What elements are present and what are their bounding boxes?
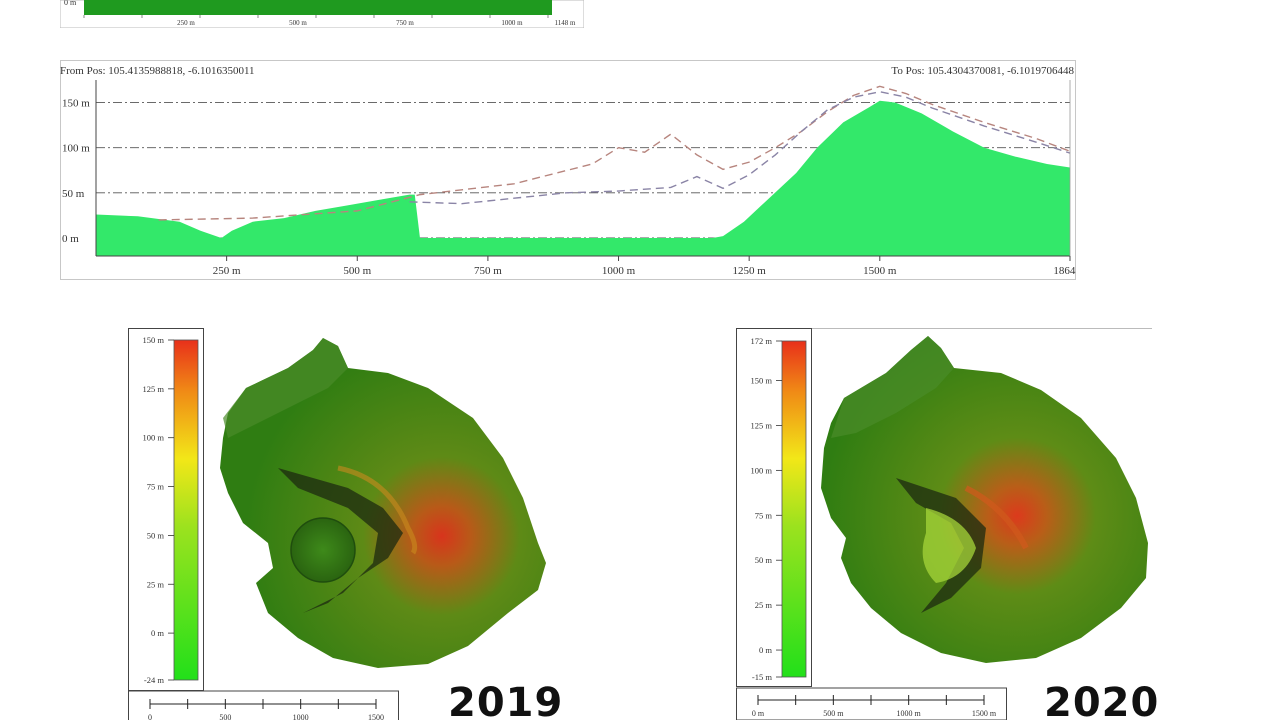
y-tick-label: 150 m <box>62 98 90 110</box>
colorbar-tick-label: -24 m <box>144 675 164 685</box>
to-pos-label: To Pos: 105.4304370081, -6.1019706448 <box>891 65 1074 77</box>
x-tick-label: 1864 m <box>1053 265 1076 277</box>
map-panel-2020: 172 m 150 m 125 m 100 m 75 m 50 m 25 m 0 m -15 m… <box>736 328 1152 721</box>
scale-bar-label: 0 <box>148 713 152 720</box>
colorbar-tick-label: 100 m <box>751 465 773 475</box>
x-tick-label: 500 m <box>343 265 371 277</box>
scale-bar-label: 1500 m <box>972 709 997 718</box>
scale-bar-label: 0 m <box>752 709 765 718</box>
from-pos-label: From Pos: 105.4135988818, -6.1016350011 <box>60 65 255 77</box>
x-tick-label: 250 m <box>213 265 241 277</box>
colorbar-tick-label: 50 m <box>147 530 165 540</box>
x-tick-label: 1250 m <box>733 265 767 277</box>
colorbar-tick-label: 50 m <box>755 555 773 565</box>
y-tick-label: 100 m <box>62 143 90 155</box>
colorbar-tick-label: 0 m <box>151 628 164 638</box>
colorbar-tick-label: 25 m <box>147 579 165 589</box>
map-2019: 150 m 125 m 100 m 75 m 50 m 25 m 0 m -24 m 0 500… <box>128 328 546 722</box>
scale-bar-label: 1500 <box>368 713 384 720</box>
colorbar-tick-label: 75 m <box>147 482 165 492</box>
year-label-2020: 2020 <box>1044 680 1160 726</box>
map-panel-2019: 150 m 125 m 100 m 75 m 50 m 25 m 0 m -24 m 0 500… <box>128 328 548 722</box>
crater-shadow-2020 <box>896 478 986 613</box>
scale-bar-label: 1000 <box>293 713 309 720</box>
top-x-tick-label: 1148 m <box>555 19 576 27</box>
island-2019 <box>220 338 546 668</box>
year-label-2019: 2019 <box>448 680 564 726</box>
top-x-tick-label: 250 m <box>177 19 195 27</box>
colorbar-2019 <box>173 339 199 681</box>
scale-bar-label: 1000 m <box>897 709 922 718</box>
scale-bar-label: 500 m <box>823 709 844 718</box>
map-2020: 172 m 150 m 125 m 100 m 75 m 50 m 25 m 0 m -15 m… <box>736 328 1152 721</box>
top-y-tick: 0 m <box>64 0 77 7</box>
scale-bar-label: 500 <box>219 713 231 720</box>
x-tick-label: 1000 m <box>602 265 636 277</box>
ridge-highlight-2019 <box>337 465 418 555</box>
top-x-tick-label: 750 m <box>396 19 414 27</box>
colorbar-tick-label: 150 m <box>751 376 773 386</box>
y-tick-label: 0 m <box>62 233 79 245</box>
top-profile-area <box>84 0 552 15</box>
x-tick-label: 1500 m <box>863 265 897 277</box>
x-tick-label: 750 m <box>474 265 502 277</box>
colorbar-2020 <box>781 340 807 678</box>
colorbar-tick-label: 125 m <box>751 420 773 430</box>
colorbar-tick-label: 172 m <box>751 336 773 346</box>
crater-2019 <box>290 517 356 583</box>
crater-shadow-2019 <box>278 468 403 613</box>
ridge-highlight-2020 <box>964 485 1029 550</box>
profile-line-1 <box>158 85 1071 221</box>
y-tick-label: 50 m <box>62 188 85 200</box>
colorbar-tick-label: 25 m <box>755 600 773 610</box>
north-ridge-2019 <box>223 338 348 438</box>
colorbar-tick-label: 150 m <box>143 335 165 345</box>
colorbar-tick-label: 100 m <box>143 433 165 443</box>
colorbar-tick-label: 0 m <box>759 645 772 655</box>
north-ridge-2020 <box>831 336 954 438</box>
top-elevation-profile: 0 m 250 m 500 m 750 m 1000 m 1148 m <box>60 0 584 28</box>
top-x-tick-label: 500 m <box>289 19 307 27</box>
colorbar-tick-label: 75 m <box>755 510 773 520</box>
terrain-area <box>96 100 1070 256</box>
colorbar-tick-label: 125 m <box>143 384 165 394</box>
profile-line-2 <box>409 91 1071 205</box>
colorbar-tick-label: -15 m <box>752 672 772 682</box>
collapse-area-2020 <box>922 508 976 583</box>
top-x-tick-label: 1000 m <box>501 19 523 27</box>
main-elevation-profile: From Pos: 105.4135988818, -6.1016350011 … <box>60 60 1076 280</box>
